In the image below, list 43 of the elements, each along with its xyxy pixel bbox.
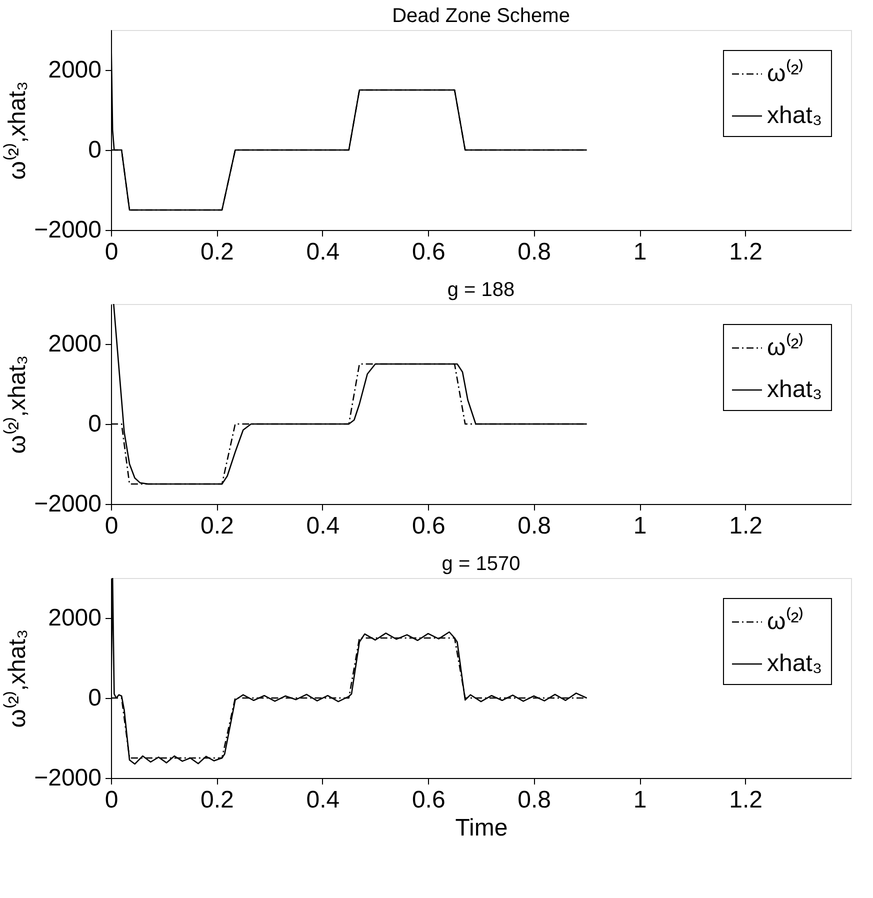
chart-title: g = 1570 bbox=[442, 553, 520, 575]
x-tick-label: 0.2 bbox=[200, 786, 234, 814]
legend-label: xhat₃ bbox=[767, 376, 822, 403]
x-tick-label: 1.2 bbox=[729, 512, 762, 540]
x-tick-label: 1.2 bbox=[729, 238, 762, 266]
y-tick-label: 0 bbox=[88, 684, 102, 712]
y-tick-label: 2000 bbox=[48, 604, 102, 632]
chart-title: g = 188 bbox=[447, 279, 515, 301]
x-tick-label: 1 bbox=[633, 786, 647, 814]
legend-label: ω⁽²⁾ bbox=[767, 59, 804, 87]
legend-label: ω⁽²⁾ bbox=[767, 607, 804, 635]
y-axis-title: ω⁽²⁾,xhat₃ bbox=[3, 355, 32, 454]
x-tick-label: 0.4 bbox=[306, 786, 340, 814]
y-tick-label: −2000 bbox=[34, 216, 102, 244]
x-tick-label: 0.8 bbox=[518, 238, 552, 266]
legend-label: ω⁽²⁾ bbox=[767, 333, 804, 361]
chart-title: Dead Zone Scheme bbox=[392, 5, 570, 27]
x-tick-label: 1.2 bbox=[729, 786, 762, 814]
y-axis-title: ω⁽²⁾,xhat₃ bbox=[3, 81, 32, 180]
x-tick-label: 0.8 bbox=[518, 786, 552, 814]
x-tick-label: 0.6 bbox=[412, 238, 446, 266]
x-tick-label: 0.4 bbox=[306, 512, 340, 540]
x-tick-label: 1 bbox=[633, 238, 647, 266]
x-tick-label: 0.6 bbox=[412, 512, 446, 540]
y-tick-label: 2000 bbox=[48, 56, 102, 84]
x-tick-label: 0 bbox=[104, 512, 118, 540]
x-tick-label: 0 bbox=[104, 786, 118, 814]
y-tick-label: 0 bbox=[88, 136, 102, 164]
y-tick-label: −2000 bbox=[34, 764, 102, 792]
x-tick-label: 0.8 bbox=[518, 512, 552, 540]
x-tick-label: 0.6 bbox=[412, 786, 446, 814]
y-tick-label: 2000 bbox=[48, 330, 102, 358]
x-tick-label: 1 bbox=[633, 512, 647, 540]
legend-label: xhat₃ bbox=[767, 102, 822, 129]
x-tick-label: 0 bbox=[104, 238, 118, 266]
legend-label: xhat₃ bbox=[767, 650, 822, 677]
x-tick-label: 0.4 bbox=[306, 238, 340, 266]
x-axis-title: Time bbox=[455, 814, 508, 842]
x-tick-label: 0.2 bbox=[200, 512, 234, 540]
y-tick-label: 0 bbox=[88, 410, 102, 438]
y-axis-title: ω⁽²⁾,xhat₃ bbox=[3, 629, 32, 728]
y-tick-label: −2000 bbox=[34, 490, 102, 518]
x-tick-label: 0.2 bbox=[200, 238, 234, 266]
